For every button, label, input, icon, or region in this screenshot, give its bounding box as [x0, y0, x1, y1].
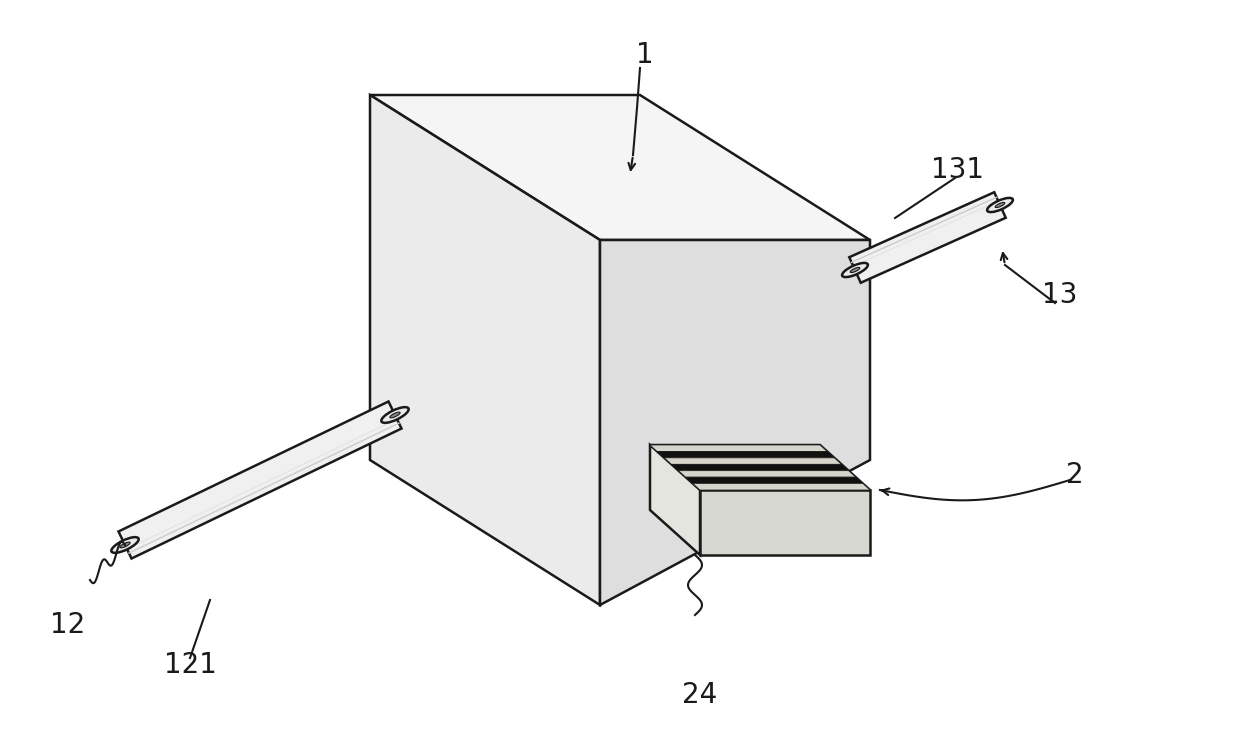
Ellipse shape — [996, 202, 1004, 208]
Ellipse shape — [987, 198, 1013, 212]
Polygon shape — [650, 445, 827, 451]
Polygon shape — [650, 445, 870, 490]
Polygon shape — [671, 464, 848, 470]
Polygon shape — [849, 193, 1006, 283]
Text: 1: 1 — [636, 41, 653, 69]
Polygon shape — [678, 470, 856, 477]
Text: 121: 121 — [164, 651, 217, 679]
Ellipse shape — [851, 267, 859, 273]
Polygon shape — [686, 477, 863, 483]
Text: 12: 12 — [51, 611, 86, 639]
Text: 2: 2 — [1066, 461, 1084, 489]
Polygon shape — [370, 95, 870, 240]
Polygon shape — [693, 483, 870, 490]
Ellipse shape — [382, 407, 409, 423]
Polygon shape — [119, 402, 402, 559]
Polygon shape — [657, 451, 835, 458]
Text: 131: 131 — [931, 156, 985, 184]
Polygon shape — [370, 95, 600, 605]
Text: 13: 13 — [1043, 281, 1078, 309]
Polygon shape — [665, 458, 842, 464]
Ellipse shape — [842, 263, 868, 277]
Polygon shape — [701, 490, 870, 555]
Text: 24: 24 — [682, 681, 718, 709]
Ellipse shape — [112, 537, 139, 553]
Ellipse shape — [120, 542, 130, 548]
Polygon shape — [600, 240, 870, 605]
Ellipse shape — [389, 412, 401, 418]
Polygon shape — [650, 445, 701, 555]
